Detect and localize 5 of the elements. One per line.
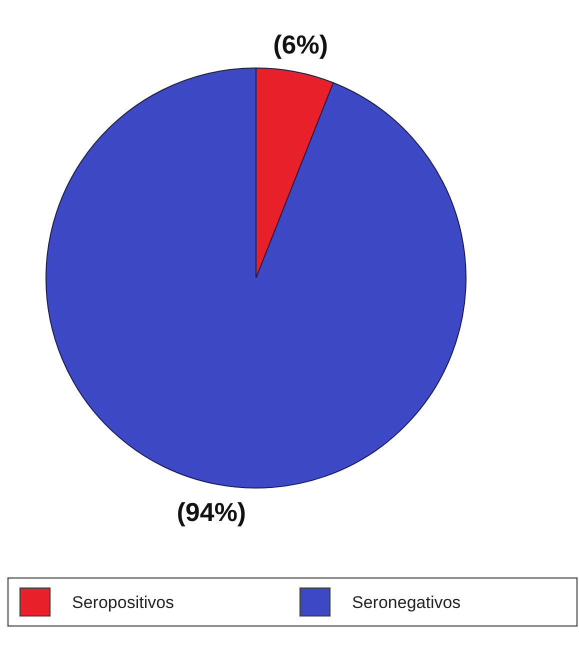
data-label: (6%): [273, 29, 328, 60]
data-label: (94%): [176, 496, 246, 527]
pie-slice: [46, 68, 466, 488]
legend-label: Seropositivos: [72, 592, 174, 612]
legend-label: Seronegativos: [352, 592, 461, 612]
